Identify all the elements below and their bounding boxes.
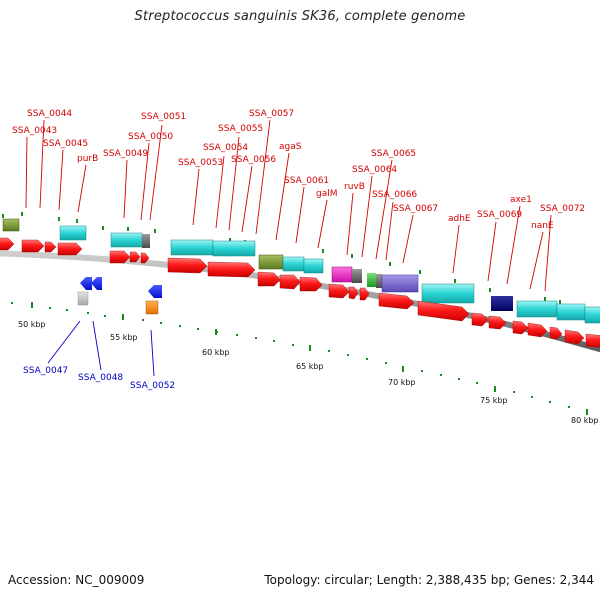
ssa-0052-arrow: [148, 285, 162, 298]
gene-label: SSA_0065: [371, 149, 416, 159]
gene-label: SSA_0047: [23, 366, 68, 376]
bottom-label-leaders: [47, 320, 155, 377]
gene-label: SSA_0056: [231, 155, 276, 165]
gene-label: SSA_0048: [78, 373, 123, 383]
gene-label: SSA_0072: [540, 204, 585, 214]
gene-label: SSA_0064: [352, 165, 397, 175]
scale-label: 80 kbp: [571, 416, 599, 425]
scale-ticks: [31, 302, 588, 415]
gene-label: SSA_0069: [477, 210, 522, 220]
ssa-0048-box: [77, 291, 89, 306]
gene-label: SSA_0067: [393, 204, 438, 214]
gene-label: SSA_0055: [218, 124, 263, 134]
gene-label: SSA_0050: [128, 132, 173, 142]
ssa-0052-box: [145, 300, 159, 315]
gene-label: ruvB: [344, 182, 365, 192]
map-title: Streptococcus sanguinis SK36, complete g…: [134, 9, 466, 24]
gene-label: SSA_0049: [103, 149, 148, 159]
gene-label: SSA_0054: [203, 143, 248, 153]
gene-label: SSA_0066: [372, 190, 417, 200]
gene-label: SSA_0043: [12, 126, 57, 136]
scale-label: 60 kbp: [202, 348, 230, 357]
gene-label: purB: [77, 154, 98, 164]
gene-label: axe1: [510, 195, 532, 205]
gene-label: SSA_0057: [249, 109, 294, 119]
gene-label: nanE: [531, 221, 554, 231]
ssa-0048-arrow: [91, 277, 102, 290]
scale-label: 65 kbp: [296, 362, 324, 371]
scale-label: 70 kbp: [388, 378, 416, 387]
gene-label: SSA_0044: [27, 109, 72, 119]
gene-label: galM: [316, 189, 338, 199]
gene-label: agaS: [279, 142, 302, 152]
scale-label: 55 kbp: [110, 333, 138, 342]
gene-label: SSA_0051: [141, 112, 186, 122]
gene-label: SSA_0053: [178, 158, 223, 168]
gene-label: adhE: [448, 214, 471, 224]
top-label-leaders: [25, 119, 552, 292]
scale-label: 75 kbp: [480, 396, 508, 405]
gene-label: SSA_0052: [130, 381, 175, 391]
scale-label: 50 kbp: [18, 320, 46, 329]
accession-text: Accession: NC_009009: [8, 573, 145, 587]
ssa-0047-arrow: [80, 277, 92, 290]
scale-dots: [11, 302, 570, 408]
red-gene-arrows: [0, 237, 600, 348]
lower-strand-genes: [77, 277, 162, 315]
top-strand-genes: [2, 218, 600, 324]
gene-label: SSA_0045: [43, 139, 88, 149]
gene-label: SSA_0061: [284, 176, 329, 186]
upper-ticks: [2, 212, 561, 304]
genome-summary: Topology: circular; Length: 2,388,435 bp…: [264, 573, 594, 587]
